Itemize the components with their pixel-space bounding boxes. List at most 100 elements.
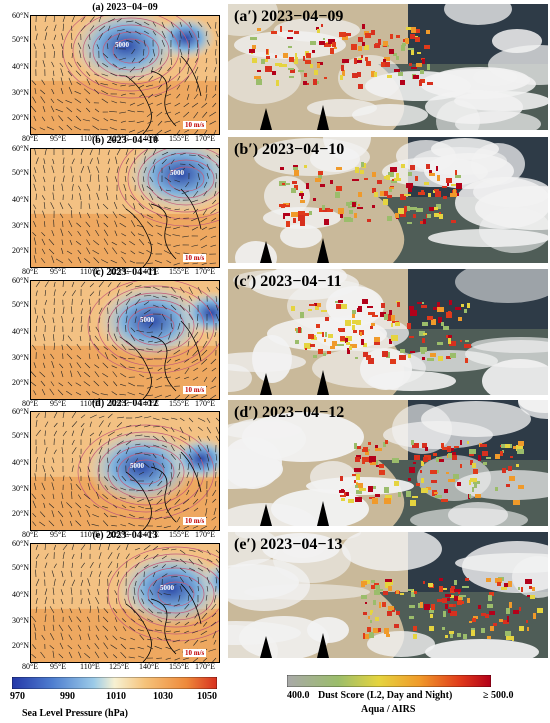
wind-scale-label: 10 m/s: [183, 121, 207, 129]
lon-tick: 125°E: [109, 399, 130, 408]
lon-tick: 95°E: [50, 399, 67, 408]
slp-colorbar: [11, 676, 218, 690]
lat-tick: 50°N: [12, 300, 29, 309]
lon-tick: 140°E: [139, 134, 160, 143]
lat-tick: 20°N: [12, 113, 29, 122]
wind-scale-label: 10 m/s: [183, 517, 207, 525]
lon-tick: 140°E: [139, 399, 160, 408]
panel-title: (d) 2023−04−12: [91, 398, 159, 409]
lat-tick: 40°N: [12, 590, 29, 599]
slp-colorbar-title: Sea Level Pressure (hPa): [22, 708, 129, 719]
lon-tick: 140°E: [139, 662, 160, 671]
lon-tick: 80°E: [22, 530, 39, 539]
dust-colorbar-title: Dust Score (L2, Day and Night): [318, 690, 453, 701]
lat-tick: 40°N: [12, 458, 29, 467]
lon-tick: 110°E: [80, 267, 100, 276]
lon-tick: 125°E: [109, 267, 130, 276]
panel-title: (e) 2023−04−13: [92, 530, 158, 541]
panel-title: (a) 2023−04−09: [92, 2, 158, 13]
slp-tick: 1030: [153, 691, 173, 702]
lon-tick: 80°E: [22, 399, 39, 408]
panel-title: (b) 2023−04−10: [91, 135, 159, 146]
lon-tick: 170°E: [195, 662, 216, 671]
satellite-dust-image: [228, 400, 548, 526]
lon-tick: 155°E: [169, 662, 190, 671]
lon-tick: 140°E: [139, 267, 160, 276]
lon-tick: 80°E: [22, 662, 39, 671]
lon-tick: 140°E: [139, 530, 160, 539]
contour-label: 5000: [130, 462, 144, 470]
dust-colorbar-max: ≥ 500.0: [483, 690, 514, 701]
panel-title: (c) 2023−04−11: [92, 267, 158, 278]
lon-tick: 110°E: [80, 399, 100, 408]
lat-tick: 50°N: [12, 563, 29, 572]
lat-tick: 20°N: [12, 378, 29, 387]
slp-tick: 1010: [106, 691, 126, 702]
lat-tick: 50°N: [12, 168, 29, 177]
slp-tick: 990: [60, 691, 75, 702]
lon-tick: 170°E: [195, 399, 216, 408]
dust-colorbar: [286, 674, 492, 688]
lon-tick: 95°E: [50, 134, 67, 143]
lon-tick: 80°E: [22, 134, 39, 143]
lat-tick: 60°N: [12, 539, 29, 548]
lon-tick: 125°E: [109, 662, 130, 671]
wind-scale-label: 10 m/s: [183, 649, 207, 657]
lon-tick: 170°E: [195, 134, 216, 143]
pressure-wind-map: [30, 280, 220, 400]
lon-tick: 95°E: [50, 662, 67, 671]
lon-tick: 110°E: [80, 662, 100, 671]
satellite-dust-image: [228, 137, 548, 263]
wind-scale-label: 10 m/s: [183, 386, 207, 394]
pressure-wind-map: [30, 411, 220, 531]
lat-tick: 60°N: [12, 407, 29, 416]
lat-tick: 60°N: [12, 11, 29, 20]
contour-label: 5000: [140, 316, 154, 324]
lon-tick: 170°E: [195, 267, 216, 276]
lon-tick: 80°E: [22, 267, 39, 276]
lon-tick: 155°E: [169, 399, 190, 408]
dust-colorbar-subtitle: Aqua / AIRS: [361, 704, 416, 715]
lon-tick: 170°E: [195, 530, 216, 539]
pressure-wind-map: [30, 15, 220, 135]
contour-label: 5000: [170, 169, 184, 177]
lat-tick: 30°N: [12, 484, 29, 493]
slp-tick: 970: [10, 691, 25, 702]
satellite-dust-image: [228, 269, 548, 395]
pressure-wind-map: [30, 148, 220, 268]
lat-tick: 20°N: [12, 246, 29, 255]
satellite-panel-label: (a′) 2023−04−09: [234, 8, 344, 25]
dust-colorbar-min: 400.0: [287, 690, 310, 701]
satellite-panel-label: (e′) 2023−04−13: [234, 536, 343, 553]
lat-tick: 30°N: [12, 221, 29, 230]
satellite-dust-image: [228, 532, 548, 658]
lon-tick: 125°E: [109, 134, 130, 143]
lat-tick: 40°N: [12, 195, 29, 204]
lat-tick: 30°N: [12, 88, 29, 97]
slp-tick: 1050: [197, 691, 217, 702]
lon-tick: 155°E: [169, 267, 190, 276]
lat-tick: 30°N: [12, 616, 29, 625]
lat-tick: 50°N: [12, 431, 29, 440]
lon-tick: 95°E: [50, 530, 67, 539]
lat-tick: 40°N: [12, 62, 29, 71]
lat-tick: 60°N: [12, 276, 29, 285]
lon-tick: 155°E: [169, 134, 190, 143]
lon-tick: 110°E: [80, 530, 100, 539]
lat-tick: 30°N: [12, 353, 29, 362]
satellite-panel-label: (c′) 2023−04−11: [234, 273, 342, 290]
pressure-wind-map: [30, 543, 220, 663]
lat-tick: 20°N: [12, 641, 29, 650]
lat-tick: 20°N: [12, 509, 29, 518]
lon-tick: 95°E: [50, 267, 67, 276]
satellite-dust-image: [228, 4, 548, 130]
lon-tick: 155°E: [169, 530, 190, 539]
lon-tick: 110°E: [80, 134, 100, 143]
contour-label: 5000: [160, 584, 174, 592]
lon-tick: 125°E: [109, 530, 130, 539]
lat-tick: 60°N: [12, 144, 29, 153]
lat-tick: 50°N: [12, 35, 29, 44]
lat-tick: 40°N: [12, 327, 29, 336]
satellite-panel-label: (b′) 2023−04−10: [234, 141, 345, 158]
wind-scale-label: 10 m/s: [183, 254, 207, 262]
